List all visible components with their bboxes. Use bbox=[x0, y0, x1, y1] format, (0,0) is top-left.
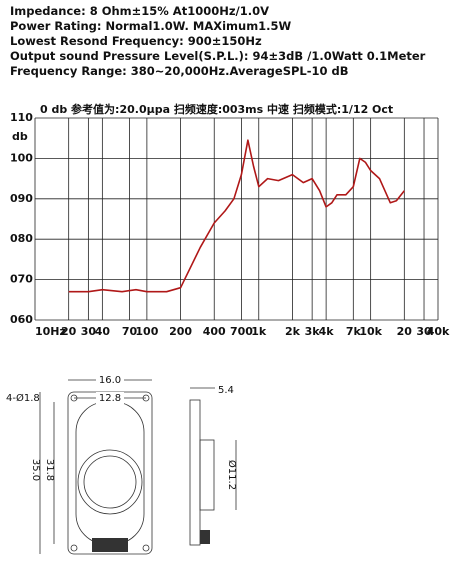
y-tick-label: 080 bbox=[10, 232, 33, 245]
x-tick-label: 7k bbox=[346, 325, 362, 338]
spec-line: Output sound Pressure Level(S.P.L.): 94±… bbox=[10, 49, 426, 63]
spec-line: Frequency Range: 380~20,000Hz.AverageSPL… bbox=[10, 64, 349, 78]
label-bg bbox=[96, 392, 124, 404]
x-tick-label: 100 bbox=[135, 325, 158, 338]
spec-line: Impedance: 8 Ohm±15% At1000Hz/1.0V bbox=[10, 4, 270, 18]
x-tick-label: 10Hz bbox=[35, 325, 66, 338]
hole bbox=[70, 544, 78, 552]
chart-header: 0 db 参考值为:20.0μpa 扫频速度:003ms 中速 扫频模式:1/1… bbox=[40, 102, 393, 116]
dome-inner bbox=[83, 455, 137, 509]
side-terminal bbox=[200, 530, 210, 544]
terminal bbox=[92, 538, 128, 552]
dim-label: 5.4 bbox=[218, 385, 234, 396]
mechanical-drawing: 16.0 12.8 4-Ø1.8 35.0 31.8 5.4 Ø11.2 bbox=[6, 374, 238, 555]
line bbox=[68, 139, 405, 293]
x-tick-label: 20 bbox=[397, 325, 413, 338]
dim-label: 31.8 bbox=[44, 459, 55, 481]
spec-line: Power Rating: Normal1.0W. MAXimum1.5W bbox=[10, 19, 292, 33]
dim-label: 12.8 bbox=[99, 393, 121, 404]
x-tick-label: 40 bbox=[95, 325, 111, 338]
x-tick-label: 40k bbox=[427, 325, 450, 338]
x-tick-label: 10k bbox=[359, 325, 382, 338]
x-tick-label: 70 bbox=[122, 325, 138, 338]
dim-label: Ø11.2 bbox=[226, 460, 238, 490]
y-tick-label: 100 bbox=[10, 151, 33, 164]
magnet bbox=[199, 439, 215, 511]
x-tick-label: 700 bbox=[230, 325, 253, 338]
y-tick-label: 110 bbox=[10, 111, 33, 124]
dim-label: 4-Ø1.8 bbox=[6, 392, 40, 404]
dim-label: 16.0 bbox=[99, 375, 121, 386]
hole bbox=[142, 544, 150, 552]
x-tick-label: 3k bbox=[305, 325, 321, 338]
x-tick-label: 1k bbox=[251, 325, 267, 338]
y-tick-label: 090 bbox=[10, 192, 33, 205]
x-tick-label: 30 bbox=[81, 325, 97, 338]
x-tick-label: 400 bbox=[203, 325, 226, 338]
x-tick-label: 2k bbox=[285, 325, 301, 338]
side-frame bbox=[189, 399, 201, 546]
x-tick-label: 30 bbox=[416, 325, 432, 338]
chart: 0 db 参考值为:20.0μpa 扫频速度:003ms 中速 扫频模式:1/1… bbox=[10, 102, 450, 338]
x-tick-label: 4k bbox=[319, 325, 335, 338]
spec-line: Lowest Resond Frequency: 900±150Hz bbox=[10, 34, 262, 48]
dome bbox=[77, 449, 143, 515]
label-bg bbox=[96, 374, 124, 386]
y-tick-label: 070 bbox=[10, 273, 33, 286]
x-tick-label: 200 bbox=[169, 325, 192, 338]
dim-label: 35.0 bbox=[30, 459, 41, 481]
y-tick-label: 060 bbox=[10, 313, 33, 326]
x-tick-label: 20 bbox=[61, 325, 77, 338]
cone-outline bbox=[75, 401, 145, 545]
y-axis-label: db bbox=[12, 130, 28, 143]
